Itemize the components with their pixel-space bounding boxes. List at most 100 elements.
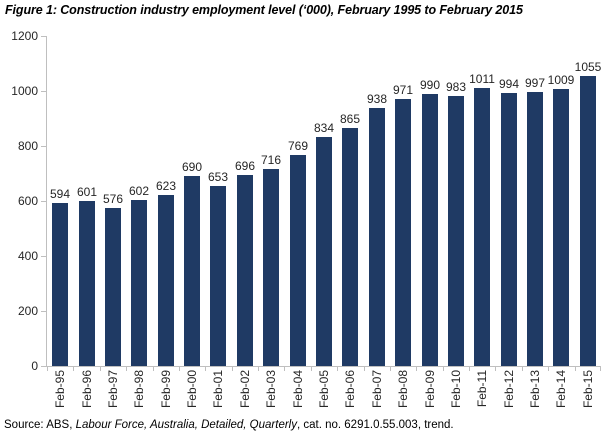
- bar-value-label: 769: [287, 139, 309, 153]
- bar-value-label: 696: [234, 159, 256, 173]
- bar-value-label: 994: [498, 77, 520, 91]
- x-axis-tick: [600, 366, 601, 371]
- plot-area: 0 200 400 600 800 1000 1200 594 Feb-95 601 Feb-96 5…: [11, 29, 601, 408]
- x-axis-tick: [575, 366, 576, 371]
- x-axis-label: Feb-09: [423, 370, 437, 409]
- bar-value-label: 716: [260, 153, 282, 167]
- source-caption: Source: ABS, Labour Force, Australia, De…: [4, 419, 602, 431]
- x-axis-tick: [416, 366, 417, 371]
- y-axis-label: 0: [31, 359, 38, 373]
- bar-Feb-13: [527, 92, 543, 366]
- x-axis-tick: [126, 366, 127, 371]
- bar-value-label: 971: [392, 83, 414, 97]
- x-axis-tick: [522, 366, 523, 371]
- x-axis-tick: [153, 366, 154, 371]
- x-axis-label: Feb-97: [106, 370, 120, 409]
- x-axis-label: Feb-13: [528, 370, 542, 409]
- bar-Feb-00: [184, 176, 200, 366]
- x-axis-label: Feb-01: [211, 370, 225, 409]
- bar-value-label: 594: [49, 187, 71, 201]
- bar-value-label: 602: [128, 184, 150, 198]
- bar-value-label: 834: [313, 121, 335, 135]
- bar-Feb-06: [342, 128, 358, 366]
- bar-Feb-15: [580, 76, 596, 366]
- bar-Feb-05: [316, 137, 332, 366]
- x-axis-tick: [337, 366, 338, 371]
- x-axis-label: Feb-11: [475, 370, 489, 408]
- bar-value-label: 1055: [574, 60, 602, 74]
- x-axis-label: Feb-10: [449, 370, 463, 409]
- bar-value-label: 653: [207, 170, 229, 184]
- x-axis-tick: [47, 366, 48, 371]
- bar-value-label: 623: [155, 179, 177, 193]
- bar-Feb-14: [553, 89, 569, 366]
- x-axis-tick: [205, 366, 206, 371]
- bar-Feb-09: [422, 94, 438, 366]
- y-axis-label: 600: [17, 194, 38, 208]
- x-axis-tick: [548, 366, 549, 371]
- x-axis-label: Feb-04: [291, 370, 305, 409]
- bar-Feb-01: [210, 186, 226, 366]
- y-axis-tick: [41, 255, 46, 257]
- x-axis-label: Feb-95: [53, 370, 67, 409]
- bar-value-label: 997: [524, 76, 546, 90]
- bar-Feb-96: [79, 201, 95, 366]
- bar-value-label: 601: [76, 185, 98, 199]
- source-publication: Labour Force, Australia, Detailed, Quart…: [75, 419, 297, 431]
- x-axis-label: Feb-02: [238, 370, 252, 409]
- y-axis-label: 400: [17, 249, 38, 263]
- x-axis-label: Feb-99: [159, 370, 173, 409]
- y-axis-label: 200: [17, 304, 38, 318]
- bar-Feb-97: [105, 208, 121, 366]
- x-axis-tick: [311, 366, 312, 371]
- x-axis-label: Feb-96: [80, 370, 94, 409]
- x-axis-label: Feb-12: [502, 370, 516, 409]
- y-axis-tick: [41, 35, 46, 37]
- bar-Feb-95: [52, 203, 68, 366]
- x-axis-tick: [443, 366, 444, 371]
- y-axis-label: 1000: [11, 84, 38, 98]
- x-axis-tick: [232, 366, 233, 371]
- figure-title: Figure 1: Construction industry employme…: [5, 3, 523, 17]
- bar-value-label: 1011: [469, 72, 495, 86]
- y-axis-tick: [41, 145, 46, 147]
- y-axis-label: 1200: [11, 29, 38, 43]
- x-axis-label: Feb-14: [554, 370, 568, 409]
- bar-value-label: 938: [366, 92, 388, 106]
- bar-value-label: 690: [181, 160, 203, 174]
- source-prefix: Source: ABS,: [4, 419, 76, 431]
- y-axis-tick: [41, 365, 46, 367]
- x-axis-tick: [73, 366, 74, 371]
- x-axis-label: Feb-08: [396, 370, 410, 409]
- bar-value-label: 1009: [547, 73, 575, 87]
- bar-value-label: 576: [102, 192, 124, 206]
- bar-Feb-98: [131, 200, 147, 366]
- bar-Feb-04: [290, 155, 306, 366]
- y-axis-tick: [41, 200, 46, 202]
- x-axis-tick: [469, 366, 470, 371]
- y-axis-tick: [41, 90, 46, 92]
- x-axis-label: Feb-05: [317, 370, 331, 409]
- x-axis-tick: [284, 366, 285, 371]
- x-axis-label: Feb-03: [264, 370, 278, 409]
- x-axis-label: Feb-00: [185, 370, 199, 409]
- bar-Feb-99: [158, 195, 174, 366]
- bar-Feb-02: [237, 175, 253, 366]
- x-axis-tick: [390, 366, 391, 371]
- x-axis-label: Feb-06: [343, 370, 357, 409]
- bar-Feb-12: [501, 93, 517, 366]
- x-axis-tick: [100, 366, 101, 371]
- x-axis-label: Feb-98: [132, 370, 146, 409]
- bar-value-label: 983: [445, 80, 467, 94]
- x-axis-tick: [179, 366, 180, 371]
- x-axis-tick: [258, 366, 259, 371]
- bar-Feb-07: [369, 108, 385, 366]
- x-axis-tick: [364, 366, 365, 371]
- bar-value-label: 865: [339, 112, 361, 126]
- bar-Feb-11: [474, 88, 490, 366]
- bar-Feb-03: [263, 169, 279, 366]
- bar-Feb-10: [448, 96, 464, 366]
- y-axis-tick: [41, 310, 46, 312]
- bar-value-label: 990: [419, 78, 441, 92]
